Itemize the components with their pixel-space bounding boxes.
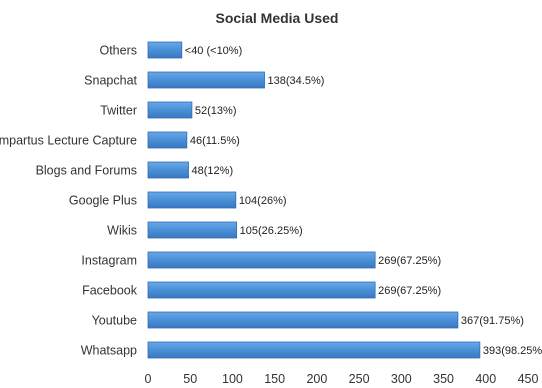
- category-label-impartus-lecture-capture: Impartus Lecture Capture: [0, 134, 137, 148]
- bar-instagram: [147, 251, 376, 269]
- data-label-twitter: 52(13%): [195, 105, 237, 117]
- x-tick-0: 0: [145, 372, 152, 386]
- x-tick-300: 300: [391, 372, 412, 386]
- category-label-facebook: Facebook: [82, 284, 138, 298]
- data-label-others: <40 (<10%): [185, 45, 242, 57]
- data-label-snapchat: 138(34.5%): [268, 75, 325, 87]
- data-label-impartus-lecture-capture: 46(11.5%): [190, 135, 240, 147]
- x-tick-100: 100: [222, 372, 243, 386]
- bar-google-plus: [147, 191, 237, 209]
- category-label-google-plus: Google Plus: [69, 194, 137, 208]
- bar-youtube: [147, 311, 459, 329]
- category-label-snapchat: Snapchat: [84, 74, 137, 88]
- bar-blogs-and-forums: [147, 161, 189, 179]
- x-tick-200: 200: [306, 372, 327, 386]
- bar-twitter: [147, 101, 193, 119]
- category-label-twitter: Twitter: [100, 104, 137, 118]
- bars-group: [147, 41, 481, 359]
- bar-whatsapp: [147, 341, 481, 359]
- x-tick-150: 150: [264, 372, 285, 386]
- category-label-wikis: Wikis: [107, 224, 137, 238]
- bar-impartus-lecture-capture: [147, 131, 188, 149]
- category-labels: Others Snapchat Twitter Impartus Lecture Ca…: [0, 44, 138, 358]
- data-label-google-plus: 104(26%): [239, 195, 287, 207]
- bar-snapchat: [147, 71, 265, 89]
- category-label-youtube: Youtube: [92, 314, 137, 328]
- x-tick-250: 250: [349, 372, 370, 386]
- x-axis-ticks: 0 50 100 150 200 250 300 350 400 450: [145, 372, 539, 386]
- data-label-youtube: 367(91.75%): [461, 315, 524, 327]
- category-label-others: Others: [99, 44, 137, 58]
- chart-title: Social Media Used: [216, 10, 339, 26]
- bar-facebook: [147, 281, 376, 299]
- category-label-instagram: Instagram: [81, 254, 137, 268]
- x-tick-50: 50: [183, 372, 197, 386]
- bar-wikis: [147, 221, 238, 239]
- data-label-whatsapp: 393(98.25%): [483, 345, 542, 357]
- category-label-whatsapp: Whatsapp: [81, 344, 137, 358]
- bar-others: [147, 41, 183, 59]
- x-tick-450: 450: [518, 372, 539, 386]
- data-label-facebook: 269(67.25%): [378, 285, 441, 297]
- category-label-blogs-and-forums: Blogs and Forums: [36, 164, 137, 178]
- data-label-wikis: 105(26.25%): [240, 225, 303, 237]
- x-tick-350: 350: [433, 372, 454, 386]
- data-label-instagram: 269(67.25%): [378, 255, 441, 267]
- data-label-blogs-and-forums: 48(12%): [192, 165, 234, 177]
- x-tick-400: 400: [475, 372, 496, 386]
- data-labels: <40 (<10%) 138(34.5%) 52(13%) 46(11.5%) 48(1…: [185, 45, 542, 357]
